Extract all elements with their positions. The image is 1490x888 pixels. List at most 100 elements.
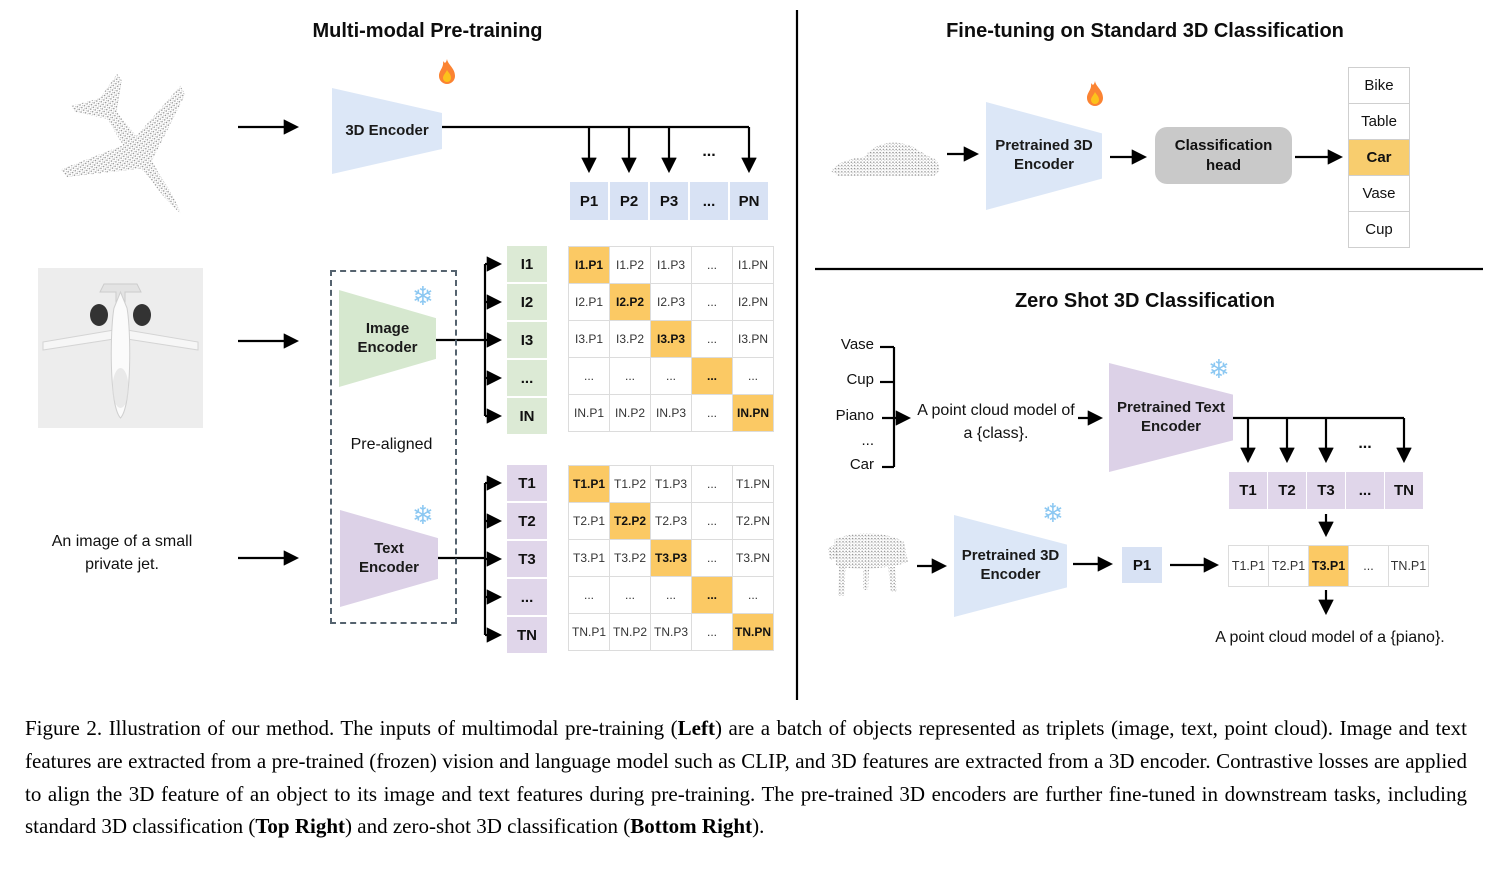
zs-class-word-Vase: Vase [840,336,874,353]
matrix-cell-...: ... [692,358,732,394]
matrix-cell-T1.P2: T1.P2 [610,466,650,502]
t-feature-cell-T2: T2 [507,503,547,539]
matrix-cell-T1.P1: T1.P1 [569,466,609,502]
t-feature-cell-TN: TN [507,617,547,653]
branch-text-encoder-to-t-cells [438,475,503,643]
jet-photo [38,268,203,428]
zeroshot-result-row: T1.P1 T2.P1 T3.P1... TN.P1 [1228,545,1429,587]
caption-segment: ). [752,814,765,839]
fanout-3d-encoder-to-p-row [442,125,757,174]
matrix-cell-...: ... [733,577,773,613]
prompt-line1: A point cloud model of [917,402,1075,419]
i-feature-cell-I1: I1 [507,246,547,282]
text-encoder-label-line1: Text [374,539,404,557]
fire-icon [1087,81,1103,106]
matrix-cell-...: ... [692,466,732,502]
classification-output-list: Bike Table Car Vase Cup [1348,67,1410,248]
pretrained-3d-encoder-label-line1: Pretrained 3D [995,137,1093,155]
p-feature-cell-P3: P3 [650,182,688,220]
image-caption-line2: private jet. [85,556,159,574]
matrix-cell-...: ... [569,577,609,613]
matrix-cell-...: ... [651,577,691,613]
class-list-bracket [880,345,912,469]
matrix-cell-...: ... [692,577,732,613]
class-option-Vase: Vase [1349,176,1409,211]
i-feature-cell-I2: I2 [507,284,547,320]
t-feature-column: T1 T2 T3... TN [507,465,547,653]
image-caption-line1: An image of a small [51,533,193,550]
classification-head-label-line2: head [1205,156,1241,174]
p-feature-cell-P2: P2 [610,182,648,220]
zs-t-cell-...: ... [1346,472,1384,509]
image-point-similarity-matrix: I1.P1 I1.P2 I1.P3... I1.PN I2.P1 I2.P2 I2.P3..… [568,246,774,432]
matrix-cell-T1.PN: T1.PN [733,466,773,502]
matrix-cell-T2.P3: T2.P3 [651,503,691,539]
matrix-cell-...: ... [692,247,732,283]
matrix-cell-T2.P1: T2.P1 [569,503,609,539]
pretrained-text-encoder-label-line2: Encoder [1140,417,1201,435]
caption-segment: ) are a batch of objects represented as … [25,716,1467,839]
matrix-cell-...: ... [692,284,732,320]
matrix-cell-...: ... [610,577,650,613]
image-encoder-label-line2: Encoder [357,338,418,356]
matrix-cell-...: ... [651,358,691,394]
prompt-line2: a {class}. [963,425,1029,443]
matrix-cell-I3.P2: I3.P2 [610,321,650,357]
i-feature-cell-...: ... [507,360,547,396]
caption-bold-segment: Left [677,716,715,740]
p-feature-cell-...: ... [690,182,728,220]
matrix-cell-TN.P1: TN.P1 [1389,546,1428,586]
matrix-cell-IN.P3: IN.P3 [651,395,691,431]
matrix-cell-...: ... [692,395,732,431]
matrix-cell-...: ... [733,358,773,394]
airplane-point-cloud [60,73,186,214]
t-feature-cell-T3: T3 [507,541,547,577]
t-feature-cell-T1: T1 [507,465,547,501]
matrix-cell-I2.PN: I2.PN [733,284,773,320]
car-silhouette [831,142,940,176]
i-feature-cell-I3: I3 [507,322,547,358]
fan-ellipsis-left: ... [702,143,715,160]
zs-class-word-Piano: Piano [835,407,874,424]
matrix-cell-...: ... [610,358,650,394]
text-point-similarity-matrix: T1.P1 T1.P2 T1.P3... T1.PN T2.P1 T2.P2 T2.P3..… [568,465,774,651]
matrix-cell-T3.P3: T3.P3 [651,540,691,576]
matrix-cell-...: ... [692,321,732,357]
piano-point-cloud [828,533,908,596]
matrix-cell-T1.P3: T1.P3 [651,466,691,502]
zs-t-cell-TN: TN [1385,472,1423,509]
caption-segment: Figure 2. Illustration of our method. Th… [25,716,678,740]
zs-t-cell-T1: T1 [1229,472,1267,509]
prompt-text: A point cloud model of a {class}. [900,399,1092,445]
connector-lines: ... ... [238,10,1483,700]
matrix-cell-...: ... [692,614,732,650]
matrix-cell-T3.P2: T3.P2 [610,540,650,576]
panel-dividers [795,10,1483,700]
matrix-cell-I2.P3: I2.P3 [651,284,691,320]
zs-class-word-Cup: Cup [846,371,874,388]
zeroshot-output-text: A point cloud model of a {piano}. [1215,629,1445,646]
p-feature-cell-P1: P1 [570,182,608,220]
matrix-cell-...: ... [692,503,732,539]
fan-ellipsis-right: ... [1358,435,1371,452]
zs-class-word-Car: Car [849,456,874,473]
zs-t-cell-T2: T2 [1268,472,1306,509]
matrix-cell-T2.P1: T2.P1 [1269,546,1308,586]
matrix-cell-I1.PN: I1.PN [733,247,773,283]
fanout-text-encoder-to-t-row [1233,416,1412,464]
p-feature-row: P1 P2 P3... PN [570,182,768,220]
matrix-cell-I3.P1: I3.P1 [569,321,609,357]
matrix-cell-...: ... [1349,546,1388,586]
pretrained-3d-encoder-label-line2: Encoder [1013,156,1074,173]
caption-bold-segment: Top Right [255,814,346,839]
matrix-cell-I3.PN: I3.PN [733,321,773,357]
caption-segment: ) and zero-shot 3D classification ( [345,814,631,839]
jet-engine-left [90,304,108,326]
matrix-cell-...: ... [569,358,609,394]
matrix-cell-T3.P1: T3.P1 [569,540,609,576]
class-option-Table: Table [1349,104,1409,139]
car-point-cloud [831,142,940,176]
finetune-panel-title: Fine-tuning on Standard 3D Classificatio… [946,20,1344,42]
figure-caption: Figure 2. Illustration of our method. Th… [25,712,1467,843]
matrix-cell-TN.P1: TN.P1 [569,614,609,650]
